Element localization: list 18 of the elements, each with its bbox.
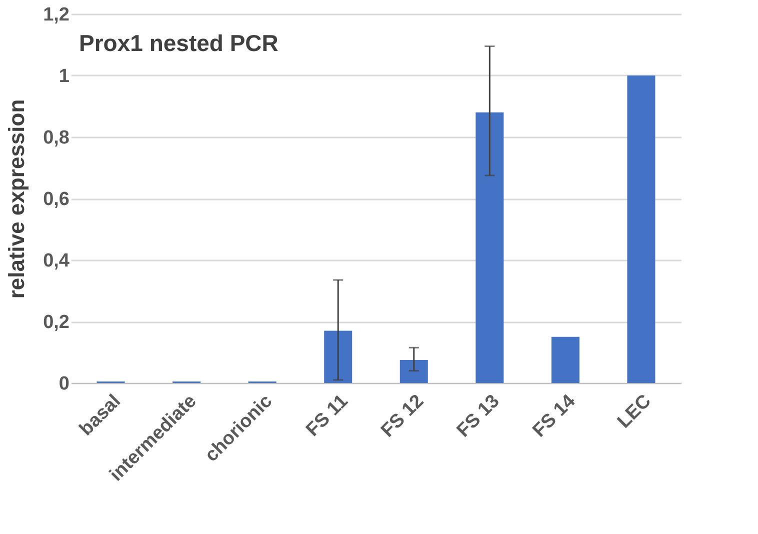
y-tick-label: 1,2 — [43, 4, 70, 26]
y-tick-label: 0,8 — [43, 128, 70, 148]
x-tick-label: FS 14 — [528, 390, 580, 442]
bar — [551, 336, 580, 383]
text: Prox1 nested PCR — [79, 30, 279, 56]
bar — [324, 330, 352, 383]
y-tick-label: 0 — [58, 374, 70, 394]
y-tick-label: 0,6 — [43, 189, 70, 210]
y-tick-label: 1 — [58, 66, 70, 87]
y-axis-title: relative expression — [4, 99, 30, 299]
y-tick-label: 0,2 — [43, 312, 70, 333]
x-tick-label: FS 13 — [453, 390, 504, 442]
x-tick-label: FS 12 — [377, 390, 428, 442]
bar — [476, 112, 504, 383]
bar — [627, 76, 656, 383]
x-tick-label: FS 11 — [302, 390, 353, 441]
y-tick-label: 0,4 — [43, 250, 70, 272]
bar — [400, 360, 428, 383]
